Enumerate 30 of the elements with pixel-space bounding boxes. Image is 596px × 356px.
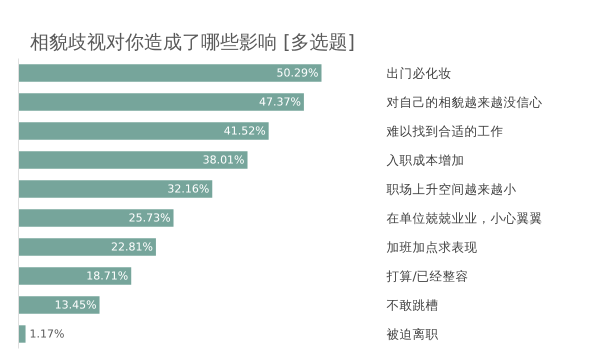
- y-tick-label: 职场上升空间越来越小: [386, 182, 516, 196]
- bar: [18, 93, 304, 111]
- y-tick-label: 被迫离职: [386, 326, 438, 342]
- data-label: 47.37%: [258, 96, 301, 108]
- data-label: 41.52%: [224, 124, 266, 138]
- bar: [18, 122, 269, 140]
- bar: [18, 267, 132, 285]
- y-tick-label: 入职成本增加: [386, 152, 464, 168]
- y-tick-label: 打算/已经整容: [386, 268, 469, 284]
- y-tick-label: 不敢跳槽: [386, 298, 438, 312]
- data-label: 18.71%: [86, 270, 128, 282]
- bar: [18, 325, 26, 343]
- y-tick-label: 对自己的相貌越来越没信心: [386, 94, 542, 110]
- bar: [18, 64, 322, 82]
- bar: [18, 209, 174, 227]
- data-label: 25.73%: [128, 212, 171, 224]
- data-label: 32.16%: [167, 182, 210, 196]
- data-label: 38.01%: [202, 154, 245, 166]
- y-tick-label: 加班加点求表现: [386, 240, 478, 254]
- bar: [18, 180, 212, 198]
- bar: [18, 151, 248, 169]
- data-label: 50.29%: [276, 66, 319, 80]
- y-tick-label: 难以找到合适的工作: [386, 124, 504, 138]
- data-label: 13.45%: [54, 298, 97, 312]
- data-label: 22.81%: [110, 240, 153, 254]
- chart-title: 相貌歧视对你造成了哪些影响 [多选题]: [30, 32, 355, 54]
- bar: [18, 238, 156, 256]
- y-tick-label: 在单位兢兢业业，小心翼翼: [386, 210, 542, 226]
- data-label: 1.17%: [30, 328, 64, 340]
- y-tick-label: 出门必化妆: [386, 66, 452, 80]
